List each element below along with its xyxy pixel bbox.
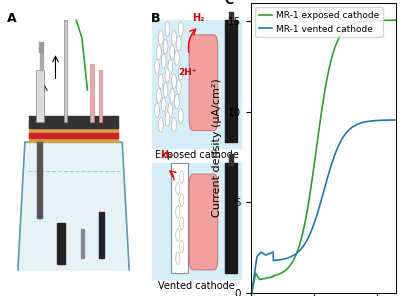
- Circle shape: [155, 103, 159, 118]
- Circle shape: [172, 30, 176, 45]
- Polygon shape: [18, 142, 129, 270]
- Circle shape: [158, 74, 163, 89]
- Bar: [152, 163, 242, 279]
- Line: MR-1 exposed cathode: MR-1 exposed cathode: [250, 20, 396, 293]
- Circle shape: [163, 39, 168, 54]
- Bar: [90, 64, 94, 122]
- Circle shape: [180, 194, 184, 207]
- Circle shape: [161, 97, 166, 112]
- MR-1 vented cathode: [319, 198, 324, 202]
- Circle shape: [176, 229, 180, 242]
- Circle shape: [168, 103, 173, 118]
- Circle shape: [172, 118, 176, 132]
- Circle shape: [170, 45, 174, 59]
- MR-1 vented cathode: [394, 118, 398, 122]
- Text: A: A: [7, 12, 16, 25]
- Circle shape: [180, 240, 184, 253]
- Circle shape: [158, 118, 163, 132]
- Circle shape: [165, 22, 170, 36]
- Circle shape: [158, 30, 163, 45]
- MR-1 vented cathode: [363, 120, 368, 124]
- Circle shape: [155, 59, 159, 74]
- Circle shape: [180, 217, 184, 230]
- Y-axis label: Current density (μA/cm²): Current density (μA/cm²): [212, 79, 222, 217]
- Circle shape: [165, 112, 170, 126]
- FancyBboxPatch shape: [189, 174, 218, 270]
- MR-1 exposed cathode: [394, 18, 398, 22]
- Text: Vented cathode: Vented cathode: [158, 281, 235, 291]
- Circle shape: [156, 89, 161, 103]
- Line: MR-1 vented cathode: MR-1 vented cathode: [250, 120, 396, 293]
- Circle shape: [174, 94, 179, 109]
- Circle shape: [172, 74, 176, 89]
- Circle shape: [178, 22, 183, 36]
- MR-1 vented cathode: [389, 118, 394, 122]
- Circle shape: [178, 65, 183, 80]
- Text: H₂: H₂: [160, 149, 173, 160]
- MR-1 exposed cathode: [256, 275, 260, 279]
- Bar: [36, 70, 44, 122]
- Bar: [152, 20, 242, 148]
- Bar: [229, 12, 233, 23]
- Bar: [225, 20, 237, 142]
- Circle shape: [168, 59, 173, 74]
- Bar: [98, 212, 104, 258]
- Text: C: C: [224, 0, 234, 7]
- Bar: [40, 42, 43, 52]
- Legend: MR-1 exposed cathode, MR-1 vented cathode: MR-1 exposed cathode, MR-1 vented cathod…: [255, 7, 383, 37]
- Bar: [171, 163, 188, 273]
- Circle shape: [165, 68, 170, 83]
- Bar: [57, 223, 65, 264]
- MR-1 vented cathode: [315, 212, 320, 215]
- Text: Exposed cathode: Exposed cathode: [155, 150, 239, 160]
- Circle shape: [176, 182, 180, 195]
- Circle shape: [163, 83, 168, 97]
- Circle shape: [176, 36, 181, 51]
- Circle shape: [180, 170, 184, 184]
- Bar: [29, 122, 118, 142]
- MR-1 exposed cathode: [389, 18, 394, 22]
- Bar: [64, 20, 67, 122]
- MR-1 vented cathode: [248, 291, 253, 295]
- FancyBboxPatch shape: [189, 35, 218, 131]
- MR-1 vented cathode: [389, 118, 394, 122]
- Circle shape: [156, 45, 161, 59]
- Circle shape: [176, 80, 181, 94]
- MR-1 exposed cathode: [363, 19, 368, 23]
- Text: B: B: [151, 12, 161, 25]
- Circle shape: [170, 89, 174, 103]
- Bar: [229, 154, 233, 165]
- Bar: [98, 70, 102, 122]
- Bar: [29, 133, 118, 138]
- Circle shape: [176, 252, 180, 265]
- Circle shape: [161, 54, 166, 68]
- MR-1 exposed cathode: [389, 18, 394, 22]
- MR-1 exposed cathode: [315, 139, 320, 143]
- Bar: [29, 116, 118, 128]
- Bar: [37, 142, 42, 218]
- Circle shape: [178, 109, 183, 123]
- Bar: [225, 163, 237, 273]
- Text: H₂: H₂: [192, 13, 205, 23]
- MR-1 exposed cathode: [248, 291, 253, 295]
- MR-1 exposed cathode: [319, 112, 324, 115]
- MR-1 vented cathode: [256, 254, 260, 257]
- Circle shape: [176, 205, 180, 218]
- Text: 2H⁺: 2H⁺: [178, 68, 197, 77]
- Bar: [40, 52, 43, 70]
- Circle shape: [174, 51, 179, 65]
- Bar: [80, 229, 84, 258]
